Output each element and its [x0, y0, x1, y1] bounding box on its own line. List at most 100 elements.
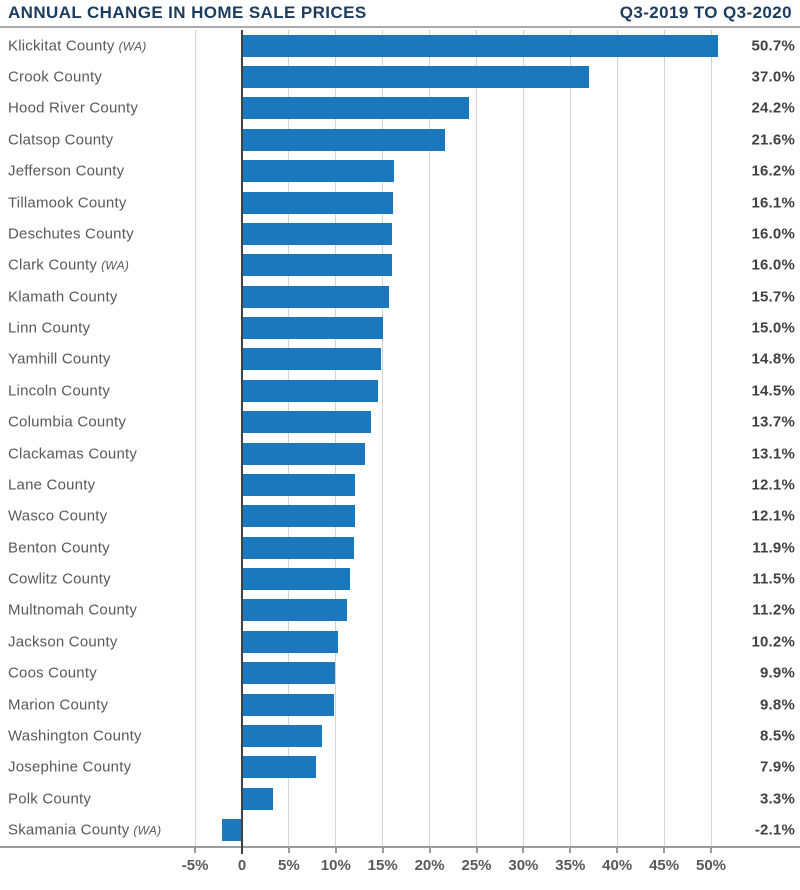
chart-period: Q3-2019 TO Q3-2020 — [619, 3, 792, 22]
bar-row: Lincoln County 14.5% — [0, 375, 800, 406]
bar — [242, 693, 334, 716]
value-label: 14.5% — [751, 382, 795, 400]
category-label: Lane County — [8, 476, 96, 494]
bar — [242, 599, 348, 622]
bar — [242, 568, 350, 591]
category-label: Jackson County — [8, 633, 118, 651]
axis-tick — [569, 848, 572, 853]
x-tick-label: 35% — [555, 857, 586, 874]
x-tick-label: 25% — [461, 857, 492, 874]
category-label: Clackamas County — [8, 445, 138, 463]
x-tick-label: 15% — [367, 857, 398, 874]
value-label: 7.9% — [760, 758, 795, 776]
axis-tick — [287, 848, 290, 853]
bar — [242, 630, 338, 653]
x-tick-label: 40% — [602, 857, 633, 874]
gridline — [663, 30, 665, 846]
plot-area: Klickitat County (WA) 50.7% Crook County 37.… — [0, 30, 800, 854]
bar-row: Cowlitz County 11.5% — [0, 563, 800, 594]
category-label: Columbia County — [8, 413, 127, 431]
category-label: Klamath County — [8, 288, 118, 306]
bar — [242, 756, 317, 779]
value-label: 16.2% — [751, 162, 795, 180]
gridline — [382, 30, 384, 846]
gridline — [616, 30, 618, 846]
category-label: Lincoln County — [8, 382, 111, 400]
value-label: 24.2% — [751, 99, 795, 117]
axis-tick — [194, 848, 197, 853]
bar-row: Deschutes County 16.0% — [0, 218, 800, 249]
value-label: 13.7% — [751, 413, 795, 431]
x-tick-label: 45% — [649, 857, 680, 874]
category-label: Hood River County — [8, 99, 139, 117]
x-tick-label: 0 — [237, 857, 247, 874]
x-tick-label: 5% — [278, 857, 300, 874]
bar-row: Clatsop County 21.6% — [0, 124, 800, 155]
category-label: Tillamook County — [8, 194, 127, 212]
gridline — [710, 30, 712, 846]
bar — [242, 787, 273, 810]
bar — [242, 317, 383, 340]
category-state-note: (WA) — [133, 823, 162, 838]
bar — [242, 222, 393, 245]
bar — [242, 411, 371, 434]
bar-row: Lane County 12.1% — [0, 469, 800, 500]
gridline — [476, 30, 477, 846]
value-label: 12.1% — [751, 476, 795, 494]
category-label: Josephine County — [8, 758, 132, 776]
bar-row: Jefferson County 16.2% — [0, 156, 800, 187]
category-label: Multnomah County — [8, 601, 138, 619]
bar — [242, 442, 365, 465]
bar-row: Tillamook County 16.1% — [0, 187, 800, 218]
axis-tick — [334, 848, 337, 853]
bar — [242, 724, 322, 747]
axis-tick — [710, 848, 712, 853]
axis-tick — [616, 848, 619, 853]
bar-row: Klamath County 15.7% — [0, 281, 800, 312]
category-state-note: (WA) — [118, 39, 147, 54]
value-label: 21.6% — [751, 131, 795, 149]
category-label: Crook County — [8, 68, 103, 86]
bar-row: Benton County 11.9% — [0, 532, 800, 563]
gridline — [194, 30, 196, 846]
bar-row: Coos County 9.9% — [0, 658, 800, 689]
value-label: 16.0% — [751, 256, 795, 274]
value-label: 11.2% — [752, 601, 795, 619]
category-label: Deschutes County — [8, 225, 134, 243]
bar — [242, 379, 378, 402]
category-label: Cowlitz County — [8, 570, 111, 588]
bar — [242, 254, 393, 277]
value-label: 3.3% — [760, 790, 795, 808]
bar-row: Columbia County 13.7% — [0, 407, 800, 438]
category-label: Washington County — [8, 727, 142, 745]
axis-tick — [428, 848, 431, 853]
x-axis: -5% 0 5% 10% 15% 20% 25% 30% 35% 40% 45% 50% — [0, 848, 800, 890]
bar-rows: Klickitat County (WA) 50.7% Crook County 37.… — [0, 30, 800, 846]
gridline — [288, 30, 290, 846]
value-label: 15.7% — [751, 288, 795, 306]
axis-tick — [663, 848, 666, 853]
category-label: Klickitat County (WA) — [8, 37, 147, 55]
x-tick-label: 50% — [695, 857, 727, 874]
value-label: 16.1% — [751, 194, 795, 212]
value-label: 37.0% — [751, 68, 795, 86]
x-tick-label: -5% — [181, 857, 209, 874]
bar — [242, 128, 445, 151]
axis-tick — [475, 848, 478, 853]
bar — [242, 97, 469, 120]
bar — [242, 66, 590, 89]
value-label: 12.1% — [751, 507, 795, 525]
category-label: Marion County — [8, 696, 109, 714]
chart-title: ANNUAL CHANGE IN HOME SALE PRICES — [8, 3, 367, 22]
category-label: Jefferson County — [8, 162, 125, 180]
bar-row: Crook County 37.0% — [0, 61, 800, 92]
value-label: -2.1% — [754, 821, 795, 839]
value-label: 9.9% — [760, 664, 795, 682]
bar — [242, 285, 390, 308]
category-label: Coos County — [8, 664, 97, 682]
bar-row: Polk County 3.3% — [0, 783, 800, 814]
axis-tick — [522, 848, 525, 853]
bar — [242, 348, 381, 371]
category-label: Clatsop County — [8, 131, 114, 149]
x-tick-label: 30% — [508, 857, 539, 874]
